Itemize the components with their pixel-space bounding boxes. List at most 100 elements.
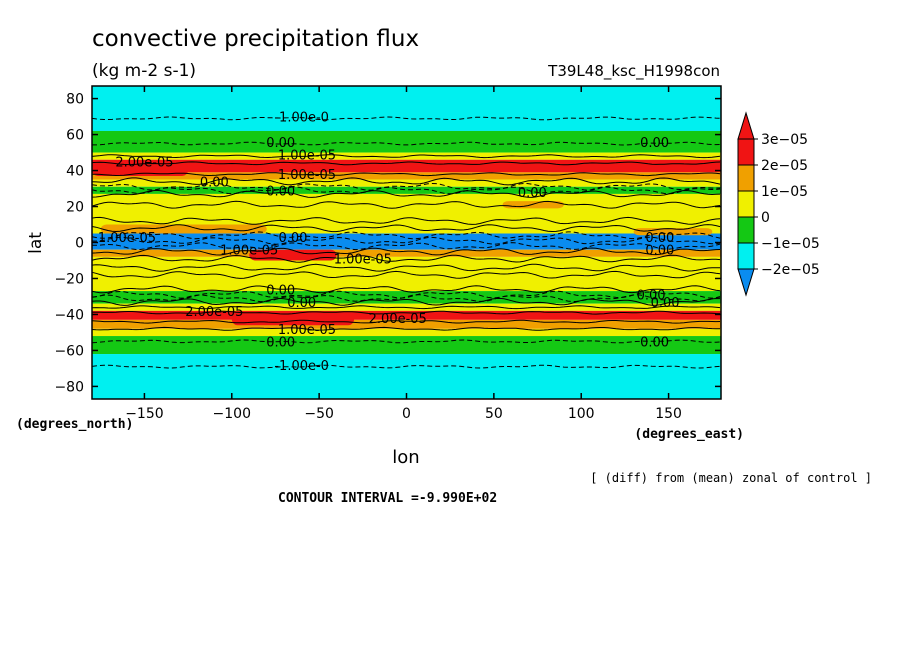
y-tick-label: 20 bbox=[66, 200, 84, 216]
contour-label: 1.00e-05 bbox=[278, 148, 336, 163]
y-tick-label: 0 bbox=[75, 236, 84, 252]
contour-line bbox=[91, 231, 721, 240]
colorbar-box bbox=[737, 138, 755, 166]
contour-line bbox=[92, 310, 721, 315]
contour-label: 0.00 bbox=[640, 136, 669, 151]
field-band bbox=[92, 159, 721, 173]
contour-label: -1.00e-0 bbox=[274, 111, 329, 126]
field-band bbox=[92, 233, 721, 250]
contour-line bbox=[91, 297, 721, 306]
y-tick-label: −60 bbox=[54, 343, 84, 359]
x-tick-label: 50 bbox=[485, 406, 503, 422]
colorbar-label: 2e−05 bbox=[761, 158, 808, 174]
x-tick-label: −100 bbox=[213, 406, 251, 422]
plot-area bbox=[92, 86, 721, 399]
colorbar-label: 0 bbox=[761, 210, 770, 226]
colorbar-label: 1e−05 bbox=[761, 184, 808, 200]
footnote: [ (diff) from (mean) zonal of control ] bbox=[590, 471, 872, 485]
field-patch bbox=[92, 163, 189, 176]
contour-line bbox=[91, 254, 721, 263]
contour-line bbox=[92, 172, 721, 177]
contour-label: 1.00e-05 bbox=[98, 231, 156, 246]
contour-line bbox=[92, 242, 721, 251]
colorbar-lower-arrow bbox=[737, 268, 755, 297]
contour-line bbox=[91, 270, 721, 279]
contour-line bbox=[91, 116, 721, 121]
contour-label: 0.00 bbox=[637, 289, 666, 304]
field-band bbox=[92, 86, 721, 131]
chart-title: convective precipitation flux bbox=[92, 26, 419, 52]
contour-line bbox=[91, 364, 721, 369]
colorbar-label: −1e−05 bbox=[761, 236, 820, 252]
field-band bbox=[92, 336, 721, 355]
field-patch bbox=[100, 224, 267, 234]
contour-line bbox=[91, 200, 721, 209]
contour-line bbox=[91, 177, 721, 186]
contour-label: 2.00e-05 bbox=[369, 312, 427, 327]
x-axis-ticks: −150 −100 −50 0 50 100 150 bbox=[125, 86, 682, 422]
contour-label: 2.00e-05 bbox=[185, 305, 243, 320]
colorbar-label: −2e−05 bbox=[761, 262, 820, 278]
contour-label: 1.00e-05 bbox=[220, 244, 278, 259]
x-tick-label: 150 bbox=[655, 406, 682, 422]
contour-label: 0.00 bbox=[266, 283, 295, 298]
y-tick-label: −40 bbox=[54, 307, 84, 323]
y-axis-unit-label: (degrees_north) bbox=[16, 417, 133, 432]
y-tick-label: 60 bbox=[66, 128, 84, 144]
contour-label: 0.00 bbox=[266, 184, 295, 199]
y-tick-label: −80 bbox=[54, 379, 84, 395]
colorbar-upper-arrow bbox=[737, 111, 755, 140]
contour-label: 2.00e-05 bbox=[115, 156, 173, 171]
contour-label: 0.00 bbox=[640, 335, 669, 350]
contour-label: 0.00 bbox=[518, 186, 547, 201]
colorbar-box bbox=[737, 216, 755, 244]
contour-line bbox=[91, 294, 721, 303]
y-tick-label: −20 bbox=[54, 271, 84, 287]
x-tick-label: 0 bbox=[402, 406, 411, 422]
y-axis-ticks: 80 60 40 20 0 −20 −40 −60 −80 bbox=[54, 92, 721, 395]
contour-line bbox=[91, 263, 721, 272]
field-band bbox=[92, 354, 721, 399]
colorbar-box bbox=[737, 242, 755, 270]
field-band bbox=[92, 249, 721, 257]
contour-line bbox=[91, 161, 721, 166]
colorbar-box bbox=[737, 164, 755, 192]
colorbar-box bbox=[737, 190, 755, 218]
x-tick-label: −50 bbox=[304, 406, 334, 422]
y-tick-label: 40 bbox=[66, 164, 84, 180]
contour-label: 1.00e-05 bbox=[278, 168, 336, 183]
contour-label: 0.00 bbox=[645, 244, 674, 259]
field-band bbox=[92, 130, 721, 153]
field-band bbox=[92, 291, 721, 304]
field-band bbox=[92, 186, 721, 194]
x-axis-label: lon bbox=[392, 447, 419, 468]
contour-line bbox=[91, 236, 721, 245]
contour-line bbox=[91, 285, 721, 294]
field-band bbox=[92, 319, 721, 329]
chart-units: (kg m-2 s-1) bbox=[92, 61, 196, 81]
y-axis-label: lat bbox=[26, 232, 46, 254]
contour-line bbox=[91, 305, 721, 310]
contour-line bbox=[91, 339, 721, 344]
contour-line bbox=[91, 247, 721, 256]
contour-line bbox=[91, 182, 721, 191]
contour-label: 0.00 bbox=[645, 231, 674, 246]
contour-line bbox=[91, 224, 721, 233]
contour-label: 1.00e-05 bbox=[278, 323, 336, 338]
run-label: T39L48_ksc_H1998con bbox=[547, 62, 720, 81]
contour-line bbox=[91, 319, 721, 324]
x-tick-label: 100 bbox=[568, 406, 595, 422]
contour-label: 0.00 bbox=[266, 136, 295, 151]
contour-label: 0.00 bbox=[200, 175, 229, 190]
contour-labels: -1.00e-00.00 0.001.00e-052.00e-051.00e-05… bbox=[98, 111, 680, 374]
field-band bbox=[92, 310, 721, 320]
contour-line bbox=[91, 216, 721, 225]
contour-label: 0.00 bbox=[278, 231, 307, 246]
contour-line bbox=[91, 326, 720, 331]
colorbar-label: 3e−05 bbox=[761, 132, 808, 148]
contour-line bbox=[91, 186, 721, 195]
y-tick-label: 80 bbox=[66, 92, 84, 108]
colorbar: 3e−05 2e−05 1e−05 0 −1e−05 −2e−05 bbox=[737, 111, 820, 297]
contour-label: 0.00 bbox=[266, 335, 295, 350]
